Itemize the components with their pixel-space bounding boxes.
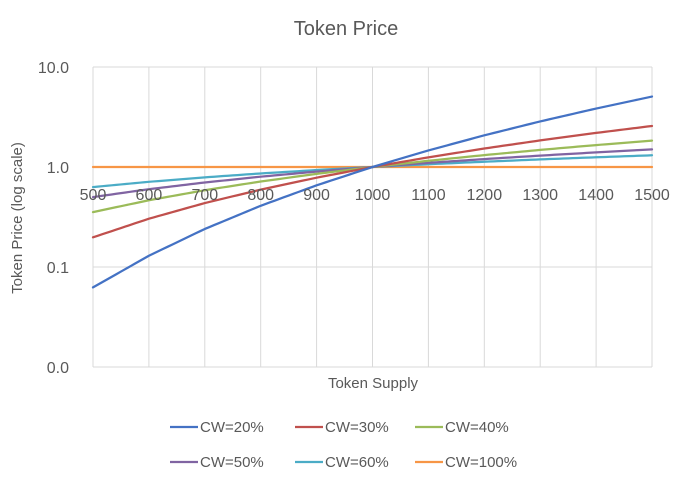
x-tick-label: 500	[80, 187, 107, 204]
legend-item: CW=20%	[170, 419, 264, 436]
legend-label: CW=100%	[445, 454, 517, 471]
legend-label: CW=60%	[325, 454, 389, 471]
x-tick-label: 1200	[467, 187, 503, 204]
x-axis-ticks: 500 600 700 800 900 1000 1100 1200 1300 1400 1500	[80, 187, 670, 204]
x-tick-label: 1500	[634, 187, 670, 204]
y-tick-label: 0.0	[47, 360, 69, 377]
legend-label: CW=30%	[325, 419, 389, 436]
legend-label: CW=40%	[445, 419, 509, 436]
gridlines	[92, 66, 653, 368]
legend-item: CW=100%	[415, 454, 517, 471]
y-tick-label: 0.1	[47, 260, 69, 277]
y-tick-label: 1.0	[47, 160, 69, 177]
legend-item: CW=30%	[295, 419, 389, 436]
x-tick-label: 1100	[411, 187, 446, 204]
x-tick-label: 1300	[522, 187, 558, 204]
y-axis-ticks: 10.0 1.0 0.1 0.0	[38, 60, 69, 377]
x-tick-label: 1400	[578, 187, 614, 204]
y-tick-label: 10.0	[38, 60, 69, 77]
legend: CW=20% CW=30% CW=40% CW=50% CW=60% CW=100%	[170, 419, 517, 471]
y-axis-title: Token Price (log scale)	[9, 142, 26, 294]
legend-item: CW=60%	[295, 454, 389, 471]
legend-item: CW=50%	[170, 454, 264, 471]
x-tick-label: 800	[247, 187, 274, 204]
legend-label: CW=20%	[200, 419, 264, 436]
series-line	[91, 95, 654, 289]
series-lines	[91, 95, 654, 289]
x-tick-label: 600	[136, 187, 163, 204]
chart-title: Token Price	[294, 18, 399, 40]
x-tick-label: 1000	[355, 187, 391, 204]
x-tick-label: 700	[191, 187, 218, 204]
x-tick-label: 900	[303, 187, 330, 204]
x-axis-title: Token Supply	[328, 375, 419, 392]
legend-label: CW=50%	[200, 454, 264, 471]
legend-item: CW=40%	[415, 419, 509, 436]
